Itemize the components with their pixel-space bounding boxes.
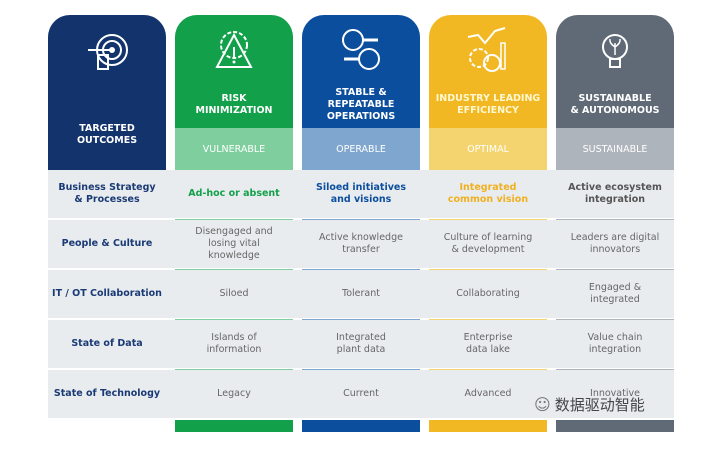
footer-bar	[429, 420, 547, 432]
header-targeted-outcomes: TARGETED OUTCOMES	[48, 15, 166, 170]
table-cell: Enterprise data lake	[463, 332, 513, 355]
gear-warning-icon	[209, 25, 259, 75]
row-label: Business Strategy & Processes	[58, 182, 156, 205]
table-row	[48, 270, 674, 318]
table-row	[48, 170, 674, 218]
table-cell: Islands of information	[206, 332, 262, 355]
header-col-3-level: OPTIMAL	[429, 128, 547, 170]
table-cell: Tolerant	[342, 288, 380, 299]
table-cell: Leaders are digital innovators	[570, 232, 660, 255]
header-col-1: RISK MINIMIZATION VULNERABLE	[175, 15, 293, 170]
table-cell: Innovative	[590, 388, 640, 399]
wechat-icon: ☺	[534, 395, 551, 414]
table-row	[48, 320, 674, 368]
table-cell: Ad-hoc or absent	[188, 188, 280, 199]
target-arrow-icon	[82, 25, 132, 75]
factory-wrench-people-icon	[336, 25, 386, 75]
row-label: IT / OT Collaboration	[52, 288, 162, 299]
watermark: ☺ 数据驱动智能	[534, 394, 645, 415]
table-cell: Integrated plant data	[336, 332, 386, 355]
row-label: People & Culture	[61, 238, 153, 249]
footer-bar	[556, 420, 674, 432]
header-col-4-title: SUSTAINABLE & AUTONOMOUS	[570, 93, 660, 116]
table-cell: Legacy	[217, 388, 251, 399]
header-col-1-title: RISK MINIMIZATION	[195, 93, 273, 116]
header-col-3-title: INDUSTRY LEADING EFFICIENCY	[435, 93, 541, 116]
header-targeted-outcomes-title: TARGETED OUTCOMES	[76, 123, 138, 146]
header-col-4: SUSTAINABLE & AUTONOMOUS SUSTAINABLE	[556, 15, 674, 170]
table-cell: Integrated common vision	[447, 182, 529, 205]
footer-bar	[175, 420, 293, 432]
table-cell: Current	[343, 388, 379, 399]
table-cell: Culture of learning & development	[443, 232, 533, 255]
table-row	[48, 370, 674, 418]
row-label: State of Technology	[53, 388, 161, 399]
table-cell: Advanced	[464, 388, 512, 399]
row-label: State of Data	[71, 338, 143, 349]
header-col-1-level: VULNERABLE	[175, 128, 293, 170]
header-col-4-level: SUSTAINABLE	[556, 128, 674, 170]
header-col-3: INDUSTRY LEADING EFFICIENCY OPTIMAL	[429, 15, 547, 170]
watermark-text: 数据驱动智能	[554, 396, 645, 414]
header-col-2-title: STABLE & REPEATABLE OPERATIONS	[326, 87, 396, 122]
table-row	[48, 220, 674, 268]
table-cell: Active knowledge transfer	[319, 232, 403, 255]
footer-bar	[302, 420, 420, 432]
table-cell: Active ecosystem integration	[568, 182, 662, 205]
table-cell: Disengaged and losing vital knowledge	[195, 226, 273, 261]
lightbulb-plant-icon	[590, 25, 640, 75]
table-cell: Siloed	[219, 288, 249, 299]
header-col-2-level: OPERABLE	[302, 128, 420, 170]
header-col-2: STABLE & REPEATABLE OPERATIONS OPERABLE	[302, 15, 420, 170]
gears-clock-chart-icon	[463, 25, 513, 75]
table-cell: Engaged & integrated	[588, 282, 642, 305]
table-cell: Collaborating	[456, 288, 520, 299]
table-cell: Siloed initiatives and visions	[315, 182, 406, 205]
table-cell: Value chain integration	[587, 332, 643, 355]
